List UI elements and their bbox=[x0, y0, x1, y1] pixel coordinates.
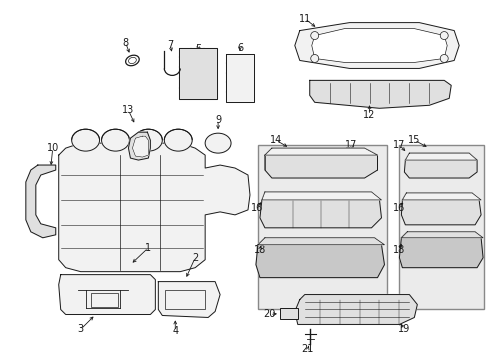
Polygon shape bbox=[158, 282, 220, 318]
Polygon shape bbox=[26, 165, 56, 238]
Polygon shape bbox=[179, 48, 217, 99]
Text: 15: 15 bbox=[407, 135, 420, 145]
Polygon shape bbox=[59, 143, 249, 272]
Polygon shape bbox=[132, 136, 148, 157]
Text: 2: 2 bbox=[192, 253, 198, 263]
Text: 12: 12 bbox=[363, 110, 375, 120]
Polygon shape bbox=[128, 132, 150, 160]
Ellipse shape bbox=[102, 129, 129, 151]
Text: 19: 19 bbox=[397, 324, 409, 334]
Text: 18: 18 bbox=[392, 245, 405, 255]
Polygon shape bbox=[59, 275, 155, 315]
Polygon shape bbox=[401, 232, 482, 238]
Ellipse shape bbox=[164, 129, 192, 151]
Text: 14: 14 bbox=[269, 135, 282, 145]
Polygon shape bbox=[294, 294, 416, 324]
Bar bbox=[165, 289, 205, 310]
Text: 1: 1 bbox=[145, 243, 151, 253]
Text: 11: 11 bbox=[298, 14, 310, 24]
Text: 4: 4 bbox=[172, 327, 178, 336]
Text: 7: 7 bbox=[167, 40, 173, 50]
Ellipse shape bbox=[205, 133, 230, 153]
Bar bbox=[399, 145, 483, 310]
Text: 9: 9 bbox=[215, 115, 221, 125]
Polygon shape bbox=[258, 238, 384, 245]
Polygon shape bbox=[264, 148, 377, 178]
Polygon shape bbox=[264, 148, 377, 155]
Bar bbox=[279, 307, 297, 319]
Polygon shape bbox=[294, 23, 458, 68]
Text: 21: 21 bbox=[301, 345, 313, 354]
Polygon shape bbox=[255, 238, 384, 278]
Bar bbox=[258, 145, 386, 310]
Circle shape bbox=[310, 32, 318, 40]
Polygon shape bbox=[225, 54, 253, 102]
Circle shape bbox=[310, 54, 318, 62]
Polygon shape bbox=[402, 193, 480, 200]
Text: 17: 17 bbox=[392, 140, 405, 150]
Text: 8: 8 bbox=[122, 37, 128, 48]
Polygon shape bbox=[405, 153, 476, 160]
Circle shape bbox=[439, 32, 447, 40]
Polygon shape bbox=[311, 28, 447, 62]
Text: 17: 17 bbox=[345, 140, 357, 150]
Ellipse shape bbox=[134, 129, 162, 151]
Text: 18: 18 bbox=[253, 245, 265, 255]
Text: 16: 16 bbox=[250, 203, 263, 213]
Text: 16: 16 bbox=[392, 203, 405, 213]
Text: 3: 3 bbox=[78, 324, 83, 334]
Polygon shape bbox=[399, 232, 482, 268]
Polygon shape bbox=[309, 80, 450, 108]
Circle shape bbox=[439, 54, 447, 62]
Text: 10: 10 bbox=[46, 143, 59, 153]
Text: 20: 20 bbox=[263, 310, 276, 319]
Polygon shape bbox=[262, 192, 381, 200]
Ellipse shape bbox=[72, 129, 100, 151]
Text: 6: 6 bbox=[237, 42, 243, 53]
Bar bbox=[90, 293, 118, 306]
Polygon shape bbox=[404, 153, 476, 178]
Text: 13: 13 bbox=[122, 105, 134, 115]
Polygon shape bbox=[260, 192, 381, 228]
Text: 5: 5 bbox=[195, 44, 201, 54]
Polygon shape bbox=[401, 193, 480, 225]
